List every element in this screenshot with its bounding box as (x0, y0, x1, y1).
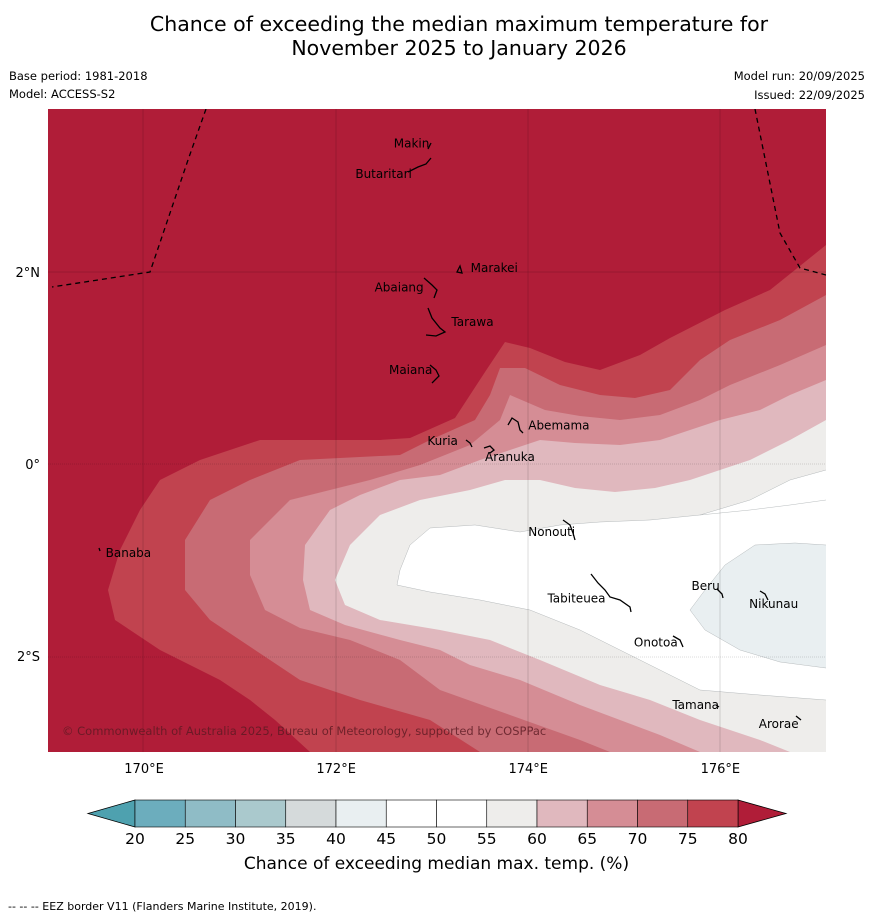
colorbar-tick-label: 70 (628, 830, 648, 848)
colorbar-swatch (134, 799, 186, 828)
colorbar-swatch (285, 799, 337, 828)
island-label: Onotoa (634, 635, 678, 649)
colorbar-swatch (536, 799, 588, 828)
colorbar-under-arrow (86, 799, 136, 828)
colorbar-tick-label: 75 (678, 830, 698, 848)
island-label: Makin (394, 136, 430, 150)
colorbar-tick-label: 40 (326, 830, 346, 848)
colorbar-tick-label: 50 (427, 830, 447, 848)
eez-footnote: -- -- -- EEZ border V11 (Flanders Marine… (8, 900, 317, 913)
island-label: Nonouti (528, 525, 575, 539)
colorbar-swatch (486, 799, 538, 828)
lat-tick-label: 2°S (17, 650, 40, 665)
lon-tick-label: 172°E (316, 762, 356, 777)
island-label: Tarawa (450, 315, 493, 329)
island-label: Abemama (528, 419, 589, 433)
graticule (48, 109, 826, 752)
island-label: Aranuka (485, 450, 535, 464)
island-label: Butaritari (355, 167, 412, 181)
lon-tick-label: 174°E (508, 762, 548, 777)
island-label: Banaba (106, 546, 152, 560)
colorbar-tick-label: 35 (276, 830, 296, 848)
colorbar-swatch (335, 799, 387, 828)
title-line-1: Chance of exceeding the median maximum t… (149, 12, 769, 36)
island-label: Kuria (427, 434, 458, 448)
band-40-45 (690, 543, 826, 668)
model-run: Model run: 20/09/2025 (733, 69, 865, 83)
base-period: Base period: 1981-2018 (9, 69, 148, 83)
lat-tick-label: 2°N (16, 266, 41, 281)
lon-tick-label: 176°E (701, 762, 741, 777)
eez-border (51, 109, 826, 288)
colorbar-over-arrow (737, 799, 788, 828)
model-name: Model: ACCESS-S2 (9, 87, 116, 101)
island-label: Arorae (759, 717, 799, 731)
colorbar-tick-label: 25 (175, 830, 195, 848)
colorbar-swatch (586, 799, 638, 828)
band-45-50 (397, 470, 826, 700)
colorbar: 20 25 30 35 40 45 50 55 60 65 70 75 80 (86, 799, 788, 848)
colorbar-tick-label: 45 (376, 830, 396, 848)
lat-tick-labels: 2°N 0° 2°S (16, 266, 41, 665)
colorbar-swatch (385, 799, 437, 828)
island-label: Nikunau (749, 597, 798, 611)
colorbar-swatch (687, 799, 739, 828)
colorbar-tick-label: 30 (226, 830, 246, 848)
island-label: Maiana (389, 363, 432, 377)
island-label: Beru (692, 579, 720, 593)
title-line-2: November 2025 to January 2026 (291, 36, 627, 60)
contour-lines (396, 469, 826, 701)
colorbar-tick-label: 80 (728, 830, 748, 848)
colorbar-label: Chance of exceeding median max. temp. (%… (243, 854, 630, 874)
island-outlines (98, 142, 802, 721)
colorbar-tick-label: 20 (125, 830, 145, 848)
copyright-notice: © Commonwealth of Australia 2025, Bureau… (62, 724, 546, 738)
probability-field: Makin Butaritari Marakei Abaiang Tarawa Maian… (48, 109, 826, 752)
colorbar-swatch (637, 799, 689, 828)
island-label: Marakei (471, 261, 518, 275)
island-label: Tabiteuea (546, 591, 605, 605)
lon-tick-label: 170°E (124, 762, 164, 777)
colorbar-tick-label: 65 (577, 830, 597, 848)
lat-tick-label: 0° (25, 458, 40, 473)
island-label: Abaiang (375, 280, 424, 294)
colorbar-swatch (184, 799, 236, 828)
colorbar-tick-label: 60 (527, 830, 547, 848)
colorbar-swatch (235, 799, 287, 828)
colorbar-tick-label: 55 (477, 830, 497, 848)
issued-date: Issued: 22/09/2025 (754, 88, 865, 102)
island-labels: Makin Butaritari Marakei Abaiang Tarawa Maian… (106, 136, 799, 731)
map-title: Chance of exceeding the median maximum t… (0, 12, 873, 60)
island-label: Tamana (671, 698, 719, 712)
lon-tick-labels: 170°E 172°E 174°E 176°E (124, 762, 740, 777)
colorbar-swatch (436, 799, 488, 828)
